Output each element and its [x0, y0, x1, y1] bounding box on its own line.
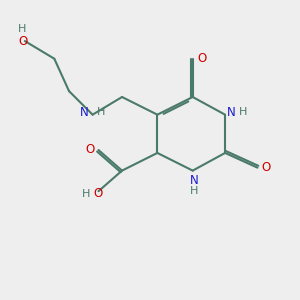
Text: O: O	[197, 52, 206, 65]
Text: O: O	[85, 143, 95, 157]
Text: H: H	[18, 24, 27, 34]
Text: N: N	[190, 173, 199, 187]
Text: N: N	[227, 106, 236, 119]
Text: H: H	[97, 107, 106, 117]
Text: N: N	[80, 106, 89, 119]
Text: H: H	[190, 186, 198, 196]
Text: O: O	[262, 161, 271, 174]
Text: H: H	[239, 107, 248, 117]
Text: O: O	[18, 34, 27, 48]
Text: O: O	[94, 187, 103, 200]
Text: H: H	[82, 189, 90, 199]
